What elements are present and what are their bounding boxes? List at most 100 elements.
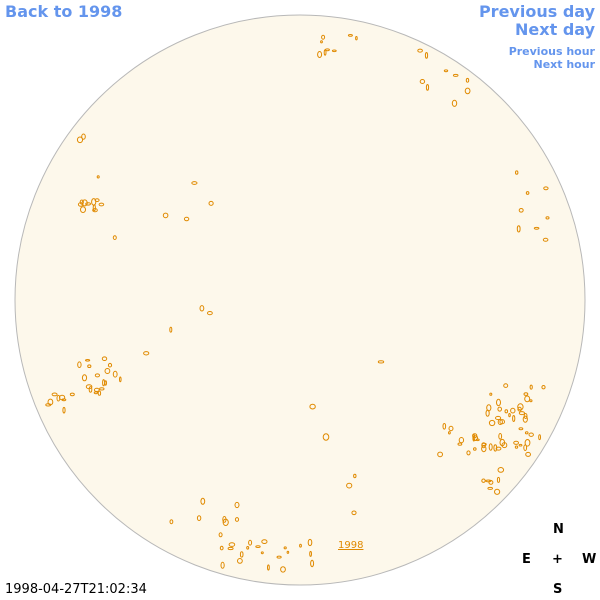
contour xyxy=(510,407,516,414)
contour xyxy=(85,359,91,362)
contour xyxy=(522,415,528,423)
contour xyxy=(239,551,244,558)
contour xyxy=(219,545,224,551)
contour xyxy=(51,392,58,397)
contour xyxy=(443,69,449,73)
contour xyxy=(69,392,75,397)
contour xyxy=(248,539,253,546)
contour xyxy=(513,440,519,445)
contour xyxy=(485,479,492,483)
contour xyxy=(499,419,506,425)
contour xyxy=(169,519,174,525)
contour xyxy=(81,374,88,382)
contour xyxy=(442,423,447,430)
contour xyxy=(481,478,486,483)
contour xyxy=(309,403,316,410)
contour xyxy=(331,49,337,53)
contour xyxy=(62,406,66,414)
contour xyxy=(351,510,357,516)
contour xyxy=(246,546,250,550)
contour xyxy=(196,515,202,521)
compass-north: N xyxy=(553,522,564,537)
contour xyxy=(101,356,108,362)
contour xyxy=(183,216,190,222)
contour xyxy=(448,431,451,435)
contour xyxy=(498,433,503,440)
compass-south: S xyxy=(553,582,563,597)
contour xyxy=(515,170,519,175)
contour xyxy=(98,202,105,207)
contours xyxy=(45,34,550,573)
contour xyxy=(237,558,243,564)
contour xyxy=(208,200,214,206)
timestamp: 1998-04-27T21:02:34 xyxy=(5,582,147,597)
contour xyxy=(495,446,502,451)
contour xyxy=(487,486,494,490)
contour xyxy=(191,181,198,185)
year-link[interactable]: 1998 xyxy=(338,540,364,551)
back-link[interactable]: Back to 1998 xyxy=(5,2,123,21)
previous-day-link[interactable]: Previous day xyxy=(478,2,595,21)
contour xyxy=(81,133,86,140)
contour xyxy=(486,404,492,412)
contour xyxy=(234,517,240,522)
contour xyxy=(94,373,101,378)
contour xyxy=(508,413,511,418)
contour xyxy=(517,403,524,411)
contour xyxy=(377,360,385,364)
contour xyxy=(425,84,430,91)
contour xyxy=(162,212,169,219)
contour xyxy=(524,431,529,435)
contour xyxy=(503,383,509,388)
contour xyxy=(488,443,493,451)
contour xyxy=(512,415,516,422)
contour xyxy=(457,442,463,446)
contour xyxy=(533,226,540,230)
contour xyxy=(207,311,213,316)
contour xyxy=(516,225,521,233)
contour xyxy=(93,391,99,395)
contour xyxy=(92,204,96,212)
contour xyxy=(497,467,505,473)
contour xyxy=(107,362,113,368)
contour xyxy=(518,427,524,431)
contour xyxy=(85,202,91,206)
contour xyxy=(542,237,549,242)
contour xyxy=(143,351,150,356)
contour xyxy=(472,433,478,439)
contour xyxy=(541,385,546,390)
previous-hour-link[interactable]: Previous hour xyxy=(508,45,595,58)
contour xyxy=(261,539,268,544)
contour xyxy=(79,199,84,205)
contour xyxy=(112,235,117,241)
contour xyxy=(220,561,225,569)
contour xyxy=(200,497,206,505)
next-day-link[interactable]: Next day xyxy=(515,20,595,39)
contour xyxy=(267,564,270,571)
contour xyxy=(199,305,205,312)
contour xyxy=(45,403,52,407)
contour xyxy=(77,361,82,369)
contour xyxy=(473,447,477,451)
contour xyxy=(283,546,287,550)
contour xyxy=(518,208,524,213)
contour xyxy=(169,326,173,333)
contour xyxy=(451,99,458,107)
contour xyxy=(222,518,229,526)
contour xyxy=(307,538,313,547)
compass-center: + xyxy=(552,552,563,567)
next-hour-link[interactable]: Next hour xyxy=(533,58,596,71)
contour xyxy=(97,390,102,396)
contour xyxy=(501,442,508,449)
contour xyxy=(347,34,353,37)
contour xyxy=(94,198,100,203)
contour xyxy=(497,406,503,412)
contour xyxy=(524,439,531,447)
contour xyxy=(524,395,531,403)
contour xyxy=(218,532,223,538)
contour xyxy=(528,432,534,437)
contour xyxy=(112,370,118,378)
contour xyxy=(475,438,480,442)
solar-disk xyxy=(14,14,586,586)
